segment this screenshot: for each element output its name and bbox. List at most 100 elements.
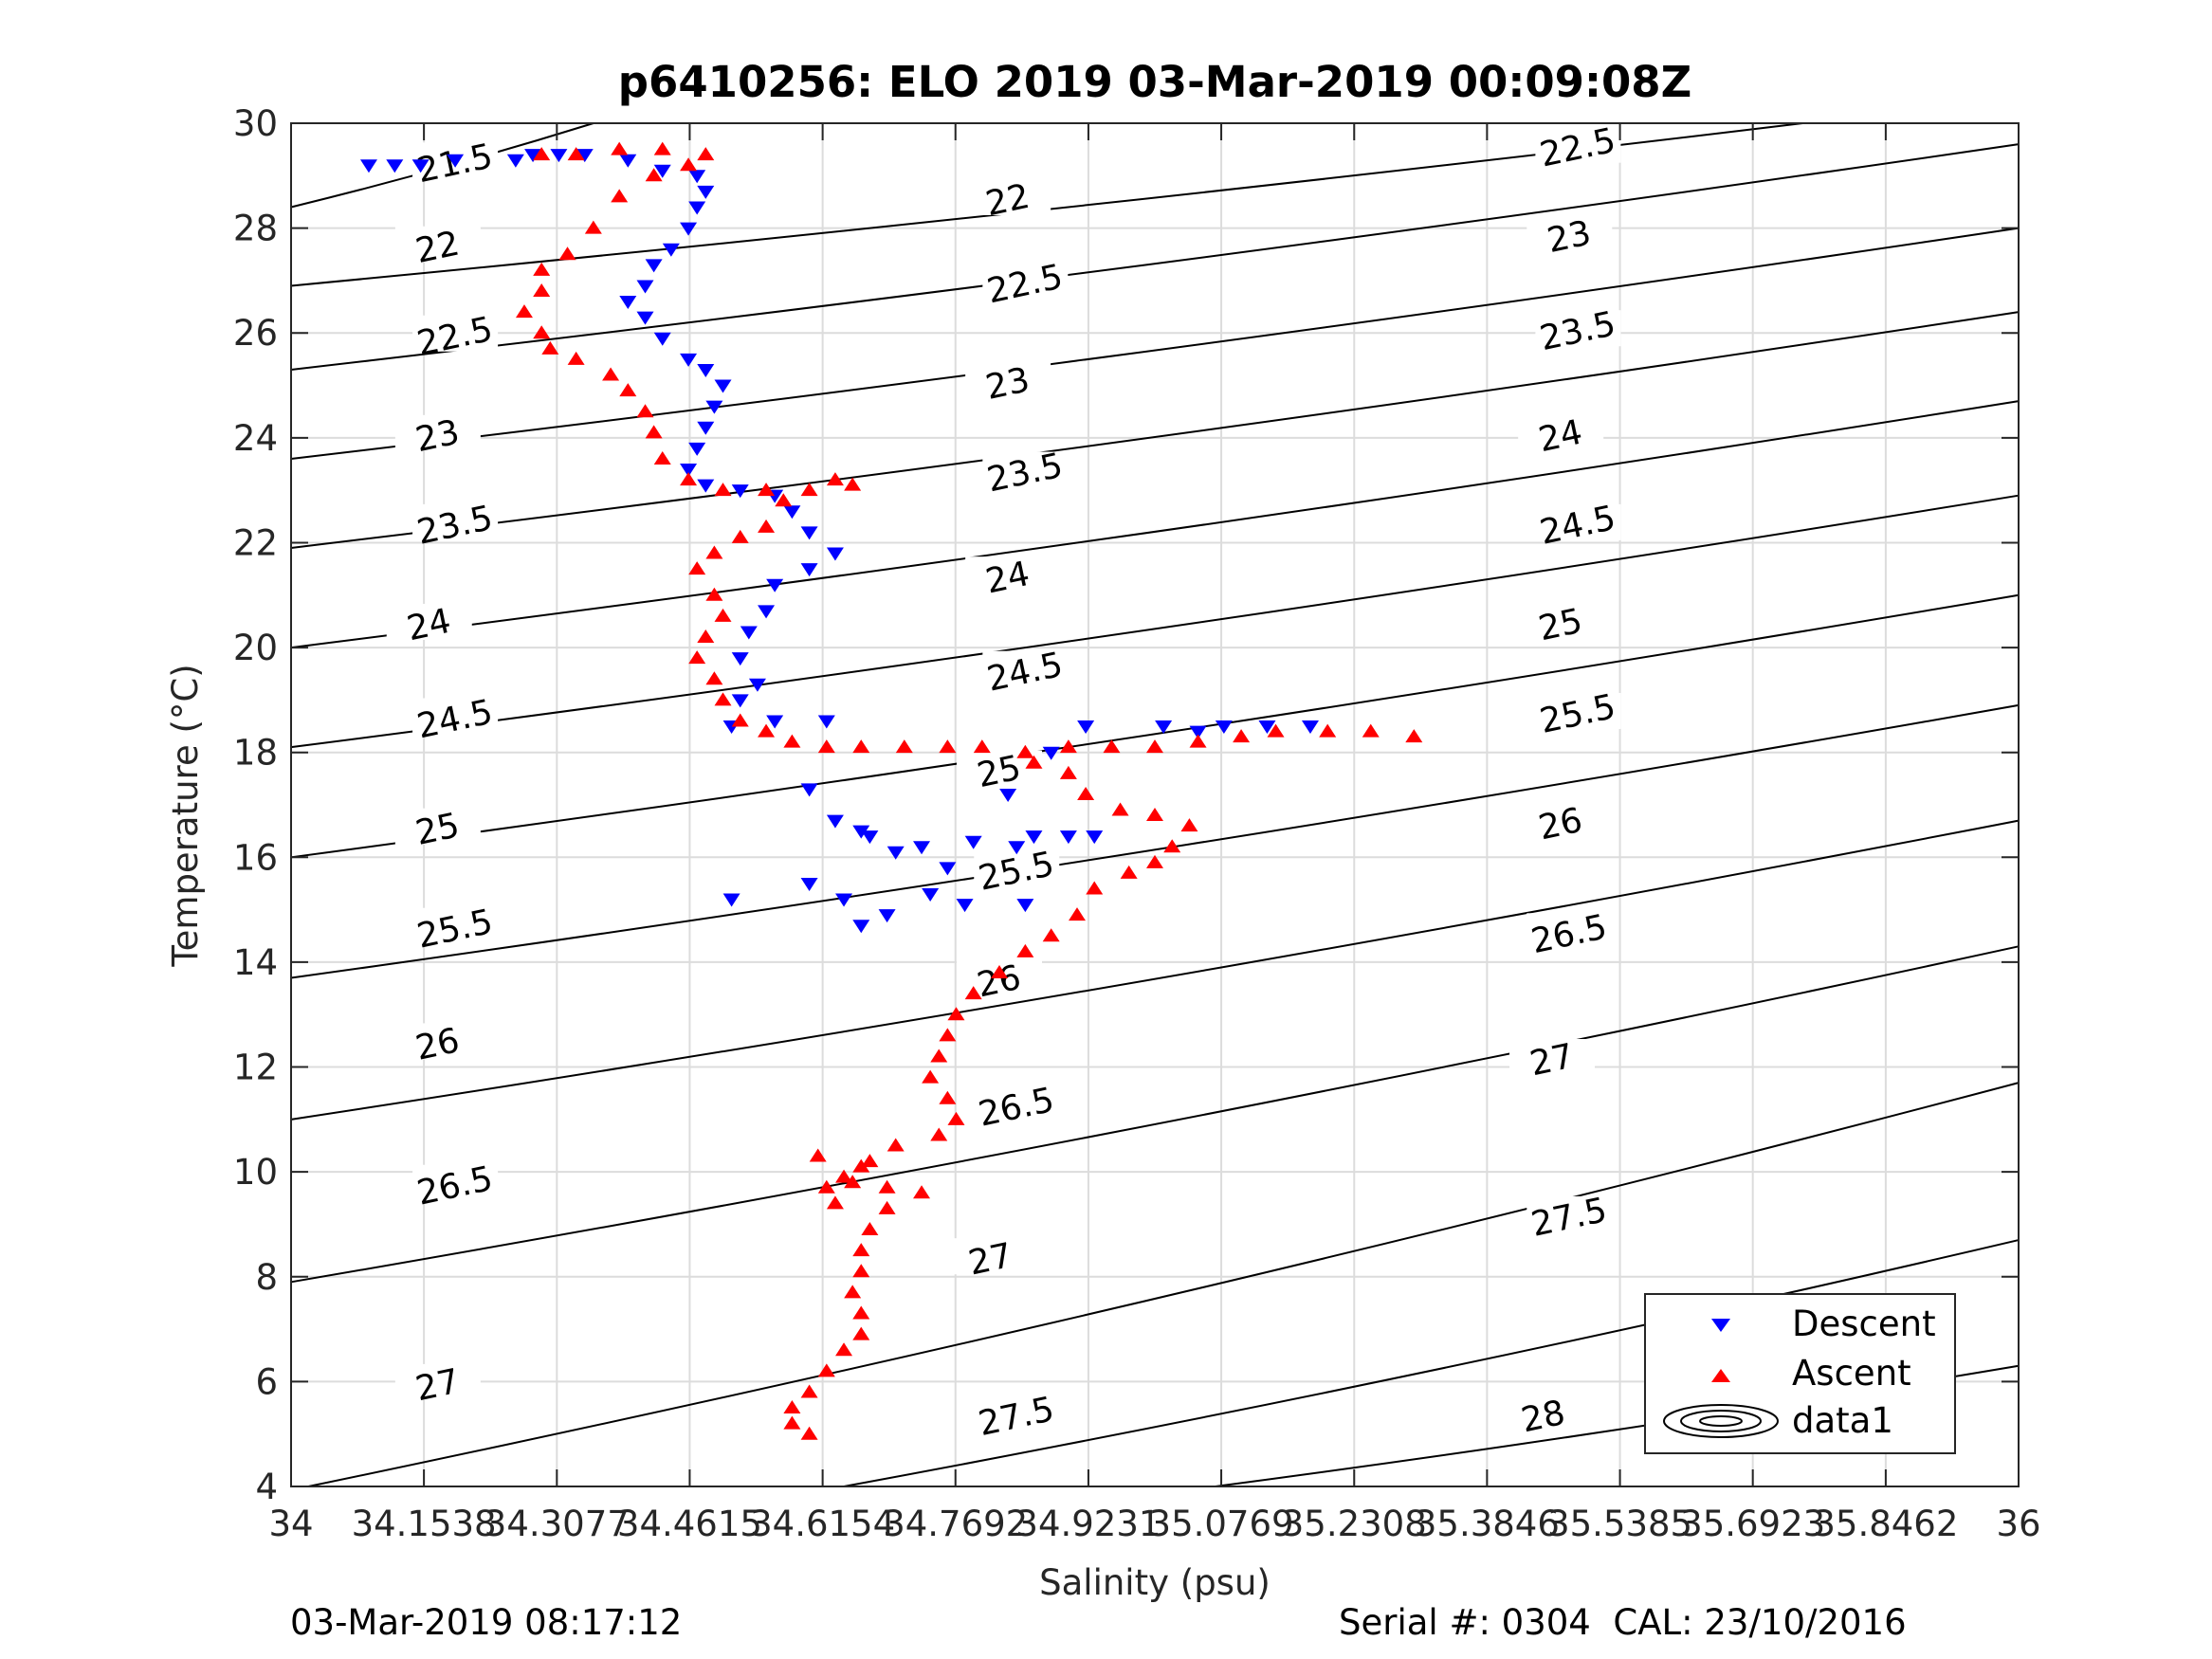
ascent-point	[758, 723, 776, 738]
ascent-point	[680, 157, 698, 172]
ascent-point	[835, 1169, 853, 1183]
descent-point	[697, 479, 715, 493]
ascent-point	[1163, 839, 1181, 853]
x-tick-label: 34.6154	[750, 1504, 895, 1544]
descent-point	[887, 846, 905, 860]
descent-point	[697, 363, 715, 377]
contour-label-bg	[1526, 1195, 1613, 1232]
legend: Descent Ascent data1	[1644, 1293, 1956, 1454]
ascent-point	[895, 739, 913, 754]
ascent-point	[964, 986, 982, 1000]
ascent-point	[1016, 943, 1034, 957]
descent-point	[800, 526, 818, 540]
descent-point	[680, 222, 698, 236]
ascent-point	[1103, 739, 1121, 754]
ascent-point	[688, 561, 706, 575]
x-tick-label: 34.9231	[1015, 1504, 1161, 1544]
ascent-point	[878, 1200, 896, 1214]
ascent-point	[852, 1158, 870, 1173]
contour-label-bg	[1518, 414, 1604, 451]
y-tick-label: 16	[233, 837, 278, 878]
ascent-point	[817, 1363, 835, 1377]
density-contour-line	[308, 1082, 2020, 1487]
ascent-point	[602, 367, 620, 381]
ascent-point	[852, 1305, 870, 1320]
ascent-point	[939, 1090, 957, 1104]
descent-point	[524, 149, 542, 163]
descent-point	[826, 814, 844, 829]
descent-point	[800, 563, 818, 577]
contour-label-bg	[974, 849, 1060, 886]
ascent-point	[533, 262, 551, 276]
ascent-point	[1025, 755, 1043, 769]
ascent-point	[758, 519, 776, 533]
descent-point	[688, 442, 706, 456]
ascent-point	[939, 739, 957, 754]
descent-point	[697, 421, 715, 435]
ascent-point	[1267, 723, 1285, 738]
ascent-point	[1189, 734, 1207, 748]
y-tick-label: 30	[233, 103, 278, 144]
ascent-point	[567, 351, 585, 365]
ascent-point	[1233, 729, 1251, 743]
descent-point	[697, 185, 715, 199]
legend-data1-label: data1	[1792, 1400, 1893, 1441]
descent-point	[1215, 720, 1233, 735]
ascent-point	[887, 1138, 905, 1152]
density-contour-line	[290, 311, 2020, 549]
ascent-point	[783, 734, 801, 748]
ascent-point	[852, 739, 870, 754]
descent-point	[922, 888, 940, 902]
ascent-point	[1146, 854, 1163, 868]
contour-label-bg	[412, 315, 499, 352]
contour-label: 22	[412, 224, 463, 271]
descent-point	[1016, 899, 1034, 913]
plot-axes	[290, 122, 2020, 1487]
contour-label-bg	[394, 1023, 481, 1060]
descent-point	[731, 694, 749, 708]
y-tick-label: 18	[233, 733, 278, 774]
ascent-point	[1120, 865, 1138, 879]
x-tick-label: 36	[1996, 1504, 2040, 1544]
descent-point	[688, 170, 706, 184]
y-tick-label: 14	[233, 942, 278, 983]
descent-point	[619, 154, 637, 168]
descent-point	[447, 154, 465, 168]
contour-label-bg	[982, 650, 1069, 687]
x-tick-label: 35.0769	[1149, 1504, 1294, 1544]
descent-point	[680, 353, 698, 367]
contour-label: 23	[1544, 213, 1594, 261]
descent-point	[956, 899, 974, 913]
descent-point	[800, 877, 818, 891]
contour-label: 26	[1535, 801, 1585, 848]
density-contour-line	[290, 593, 2020, 859]
ascent-point	[852, 1264, 870, 1278]
contour-label: 23	[412, 413, 463, 461]
ascent-point	[515, 304, 533, 319]
ascent-point	[611, 141, 629, 155]
descent-point	[645, 259, 663, 273]
ascent-point	[922, 1069, 940, 1084]
descent-point	[783, 505, 801, 520]
descent-point	[662, 243, 680, 257]
serial-footer: Serial #: 0304 CAL: 23/10/2016	[1339, 1602, 1907, 1643]
x-axis-label: Salinity (psu)	[1039, 1562, 1271, 1603]
ascent-point	[645, 425, 663, 439]
ascent-point	[878, 1179, 896, 1194]
contour-label: 25	[1535, 602, 1585, 649]
ascent-point	[533, 283, 551, 297]
ascent-point	[1059, 739, 1077, 754]
contour-label-bg	[1526, 913, 1613, 950]
contour-label-bg	[1526, 215, 1613, 252]
y-tick-label: 10	[233, 1152, 278, 1193]
timestamp-footer: 03-Mar-2019 08:17:12	[290, 1602, 683, 1643]
contour-label: 24	[1535, 413, 1585, 461]
ascent-point	[973, 739, 991, 754]
contour-label: 23	[982, 360, 1033, 408]
ascent-point	[558, 246, 576, 261]
contour-label: 27	[965, 1236, 1015, 1284]
descent-point	[636, 280, 654, 294]
y-tick-label: 12	[233, 1048, 278, 1088]
descent-point	[861, 830, 879, 845]
